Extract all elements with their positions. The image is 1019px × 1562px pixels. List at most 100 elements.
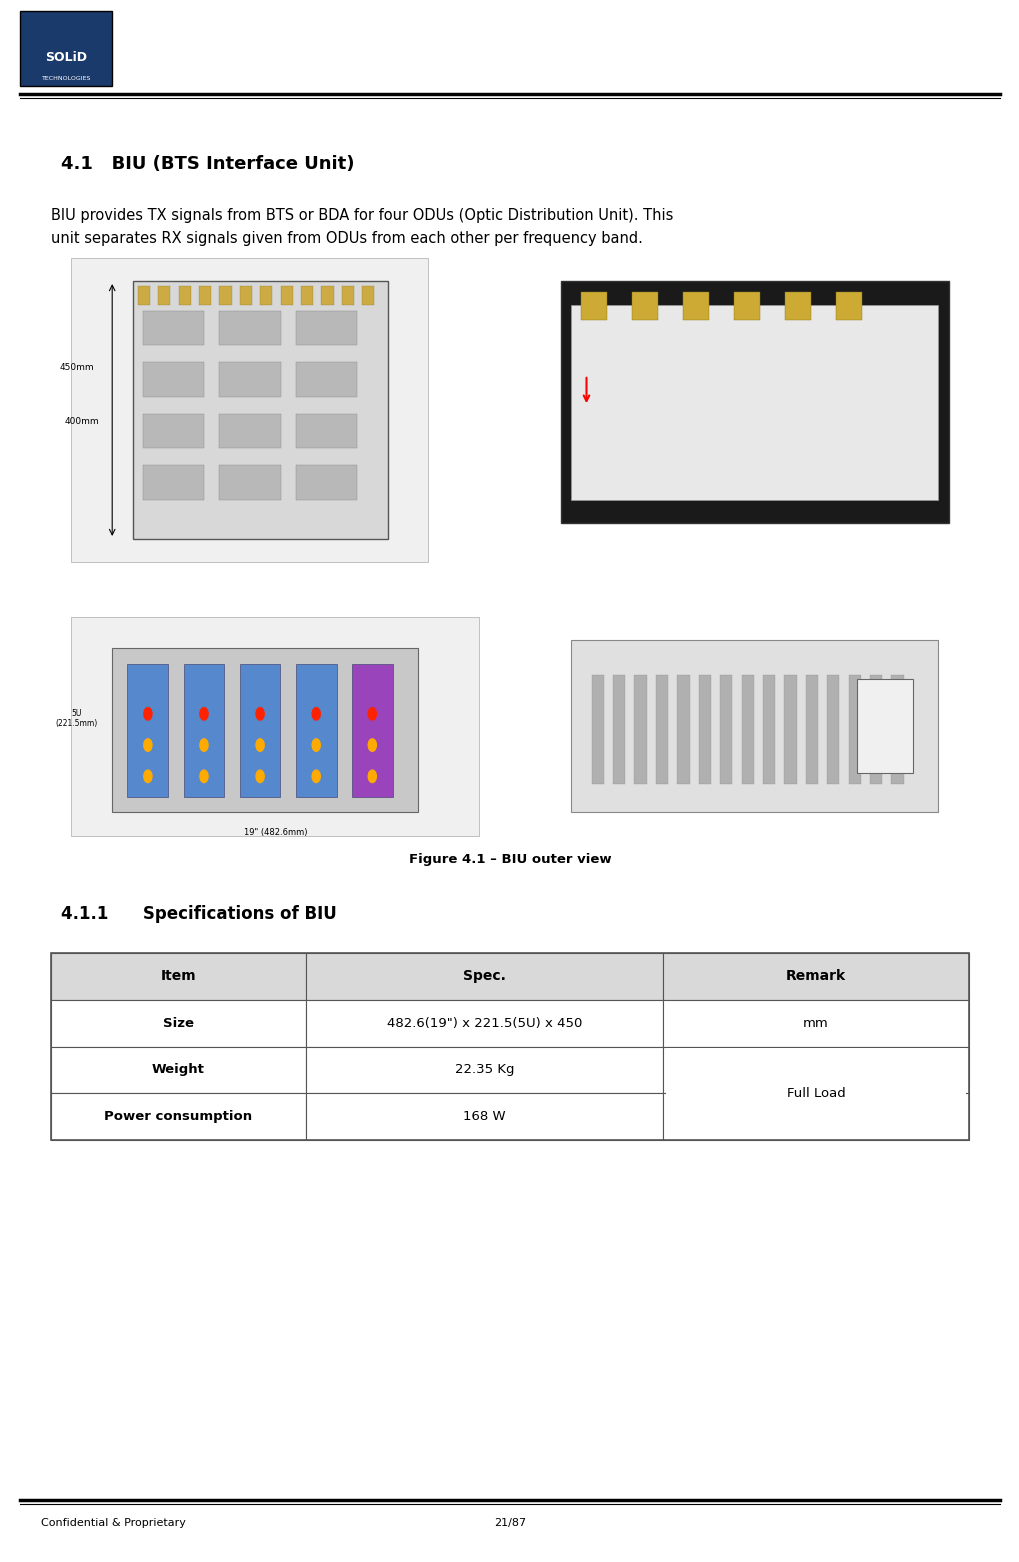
Circle shape <box>144 739 152 751</box>
FancyBboxPatch shape <box>677 675 689 784</box>
FancyBboxPatch shape <box>280 286 292 305</box>
FancyBboxPatch shape <box>662 953 968 1000</box>
Text: Item: Item <box>161 970 196 982</box>
FancyBboxPatch shape <box>362 286 374 305</box>
Text: Spec.: Spec. <box>463 970 505 982</box>
FancyBboxPatch shape <box>301 286 313 305</box>
FancyBboxPatch shape <box>71 617 479 836</box>
FancyBboxPatch shape <box>698 675 710 784</box>
FancyBboxPatch shape <box>158 286 170 305</box>
Text: SOLiD: SOLiD <box>45 52 88 64</box>
FancyBboxPatch shape <box>143 362 204 397</box>
FancyBboxPatch shape <box>869 675 881 784</box>
FancyBboxPatch shape <box>143 414 204 448</box>
Circle shape <box>256 739 264 751</box>
Text: 4.1   BIU (BTS Interface Unit): 4.1 BIU (BTS Interface Unit) <box>61 155 355 173</box>
FancyBboxPatch shape <box>762 675 774 784</box>
Text: mm: mm <box>802 1017 828 1029</box>
Text: Full Load: Full Load <box>786 1087 845 1100</box>
FancyBboxPatch shape <box>612 675 625 784</box>
Text: TECHNOLOGIES: TECHNOLOGIES <box>42 75 91 81</box>
FancyBboxPatch shape <box>719 675 732 784</box>
Text: 482.6(19") x 221.5(5U) x 450: 482.6(19") x 221.5(5U) x 450 <box>386 1017 582 1029</box>
FancyBboxPatch shape <box>296 311 357 345</box>
FancyBboxPatch shape <box>296 465 357 500</box>
FancyBboxPatch shape <box>784 675 796 784</box>
FancyBboxPatch shape <box>662 1000 968 1047</box>
Circle shape <box>200 739 208 751</box>
FancyBboxPatch shape <box>683 292 708 320</box>
FancyBboxPatch shape <box>296 414 357 448</box>
FancyBboxPatch shape <box>856 679 912 773</box>
FancyBboxPatch shape <box>632 292 657 320</box>
FancyBboxPatch shape <box>219 311 280 345</box>
FancyBboxPatch shape <box>581 292 606 320</box>
FancyBboxPatch shape <box>634 675 646 784</box>
Circle shape <box>312 708 320 720</box>
FancyBboxPatch shape <box>655 675 667 784</box>
FancyBboxPatch shape <box>306 1093 662 1140</box>
FancyBboxPatch shape <box>805 675 817 784</box>
FancyBboxPatch shape <box>178 286 191 305</box>
FancyBboxPatch shape <box>51 1047 306 1093</box>
Text: 22.35 Kg: 22.35 Kg <box>454 1064 514 1076</box>
FancyBboxPatch shape <box>51 1093 306 1140</box>
FancyBboxPatch shape <box>306 1000 662 1047</box>
FancyBboxPatch shape <box>665 1048 965 1139</box>
Text: 400mm: 400mm <box>64 417 99 426</box>
Text: 450mm: 450mm <box>59 362 94 372</box>
Text: BIU provides TX signals from BTS or BDA for four ODUs (Optic Distribution Unit).: BIU provides TX signals from BTS or BDA … <box>51 208 673 223</box>
Text: 19" (482.6mm): 19" (482.6mm) <box>244 828 307 837</box>
Circle shape <box>312 770 320 783</box>
FancyBboxPatch shape <box>183 664 224 797</box>
FancyBboxPatch shape <box>321 286 333 305</box>
FancyBboxPatch shape <box>239 286 252 305</box>
Circle shape <box>368 708 376 720</box>
Text: Figure 4.1 – BIU outer view: Figure 4.1 – BIU outer view <box>409 853 610 865</box>
FancyBboxPatch shape <box>132 281 387 539</box>
FancyBboxPatch shape <box>219 286 231 305</box>
FancyBboxPatch shape <box>591 675 603 784</box>
FancyBboxPatch shape <box>306 953 662 1000</box>
FancyBboxPatch shape <box>239 664 280 797</box>
FancyBboxPatch shape <box>20 11 112 86</box>
FancyBboxPatch shape <box>352 664 392 797</box>
FancyBboxPatch shape <box>662 1093 968 1140</box>
FancyBboxPatch shape <box>71 258 428 562</box>
Text: 21/87: 21/87 <box>493 1518 526 1528</box>
Text: Size: Size <box>163 1017 194 1029</box>
Circle shape <box>312 739 320 751</box>
FancyBboxPatch shape <box>826 675 839 784</box>
FancyBboxPatch shape <box>662 1047 968 1093</box>
FancyBboxPatch shape <box>51 953 306 1000</box>
FancyBboxPatch shape <box>219 362 280 397</box>
FancyBboxPatch shape <box>143 311 204 345</box>
FancyBboxPatch shape <box>306 1047 662 1093</box>
FancyBboxPatch shape <box>112 648 418 812</box>
Circle shape <box>200 708 208 720</box>
FancyBboxPatch shape <box>785 292 810 320</box>
FancyBboxPatch shape <box>296 362 357 397</box>
Text: Weight: Weight <box>152 1064 205 1076</box>
FancyBboxPatch shape <box>127 664 168 797</box>
Text: unit separates RX signals given from ODUs from each other per frequency band.: unit separates RX signals given from ODU… <box>51 231 642 247</box>
FancyBboxPatch shape <box>560 281 948 523</box>
Text: Remark: Remark <box>786 970 845 982</box>
FancyBboxPatch shape <box>341 286 354 305</box>
FancyBboxPatch shape <box>571 305 937 500</box>
Circle shape <box>368 739 376 751</box>
Circle shape <box>144 770 152 783</box>
FancyBboxPatch shape <box>199 286 211 305</box>
Circle shape <box>256 708 264 720</box>
Text: Power consumption: Power consumption <box>104 1111 253 1123</box>
FancyBboxPatch shape <box>891 675 903 784</box>
Circle shape <box>368 770 376 783</box>
Text: 4.1.1      Specifications of BIU: 4.1.1 Specifications of BIU <box>61 904 336 923</box>
Text: 168 W: 168 W <box>463 1111 505 1123</box>
FancyBboxPatch shape <box>219 465 280 500</box>
Circle shape <box>200 770 208 783</box>
FancyBboxPatch shape <box>741 675 753 784</box>
FancyBboxPatch shape <box>260 286 272 305</box>
FancyBboxPatch shape <box>836 292 861 320</box>
FancyBboxPatch shape <box>571 640 937 812</box>
